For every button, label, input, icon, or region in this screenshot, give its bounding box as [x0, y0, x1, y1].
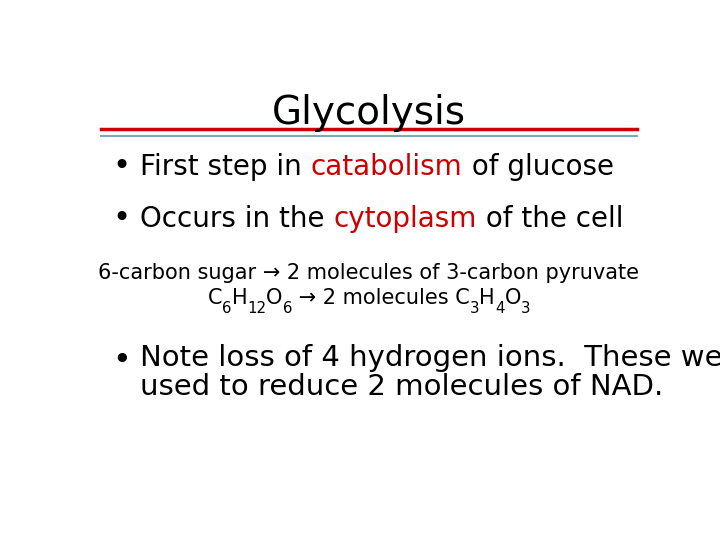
Text: cytoplasm: cytoplasm	[333, 205, 477, 233]
Text: •: •	[112, 345, 131, 376]
Text: used to reduce 2 molecules of NAD.: used to reduce 2 molecules of NAD.	[140, 373, 663, 401]
Text: C: C	[207, 288, 222, 308]
Text: of the cell: of the cell	[477, 205, 624, 233]
Text: 6: 6	[222, 301, 232, 316]
Text: O: O	[505, 288, 521, 308]
Text: 3: 3	[521, 301, 531, 316]
Text: Glycolysis: Glycolysis	[272, 94, 466, 132]
Text: 4: 4	[495, 301, 505, 316]
Text: 6-carbon sugar → 2 molecules of 3-carbon pyruvate: 6-carbon sugar → 2 molecules of 3-carbon…	[99, 262, 639, 283]
Text: → 2 molecules C: → 2 molecules C	[292, 288, 470, 308]
Text: Note loss of 4 hydrogen ions.  These were: Note loss of 4 hydrogen ions. These were	[140, 345, 720, 373]
Text: First step in: First step in	[140, 153, 311, 181]
Text: O: O	[266, 288, 283, 308]
Text: •: •	[112, 152, 130, 181]
Text: H: H	[480, 288, 495, 308]
Text: 3: 3	[470, 301, 480, 316]
Text: H: H	[232, 288, 247, 308]
Text: 12: 12	[247, 301, 266, 316]
Text: catabolism: catabolism	[311, 153, 462, 181]
Text: •: •	[112, 204, 130, 233]
Text: 6: 6	[283, 301, 292, 316]
Text: of glucose: of glucose	[462, 153, 613, 181]
Text: Occurs in the: Occurs in the	[140, 205, 333, 233]
